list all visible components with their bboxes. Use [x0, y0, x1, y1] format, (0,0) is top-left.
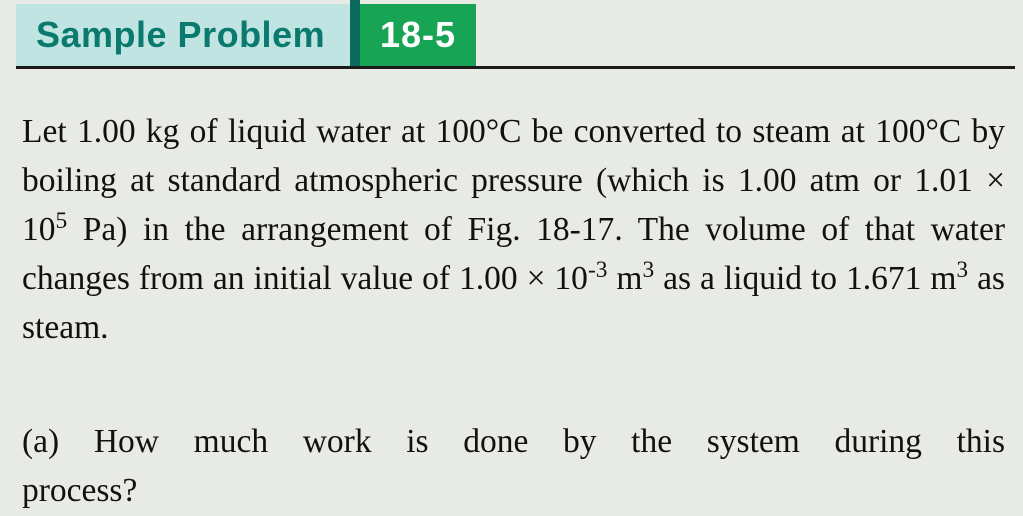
text: as a liquid to — [654, 260, 846, 297]
question-line1: How much work is done by the system duri… — [59, 423, 1005, 460]
sample-problem-label: Sample Problem — [36, 14, 325, 56]
text: kg of — [136, 113, 228, 150]
header-divider-bar — [350, 0, 360, 66]
cube-exp-1: 3 — [642, 257, 654, 283]
mass-value: 1.00 — [77, 113, 136, 150]
temp-value: 100 — [435, 113, 485, 150]
problem-statement: Let 1.00 kg of liquid water at 100°C be … — [22, 108, 1005, 353]
problem-header: Sample Problem 18-5 — [0, 0, 1023, 78]
vol-initial-exp: -3 — [588, 257, 608, 283]
text: Pa) in the arrangement of — [67, 211, 467, 248]
pressure-atm: 1.00 — [738, 162, 797, 199]
temp-value-2: 100 — [875, 113, 925, 150]
text: °C be converted to steam at — [486, 113, 876, 150]
text: × 10 — [518, 260, 588, 297]
text: m — [607, 260, 642, 297]
problem-number-box: 18-5 — [360, 4, 476, 66]
text: m — [921, 260, 956, 297]
pressure-pa-coef: 1.01 — [914, 162, 973, 199]
part-label: (a) — [22, 423, 59, 460]
problem-number: 18-5 — [380, 14, 456, 56]
text: at — [391, 113, 436, 150]
header-rule — [16, 66, 1015, 69]
text: atm or — [796, 162, 914, 199]
substance: liquid water — [228, 113, 391, 150]
vol-final: 1.671 — [846, 260, 921, 297]
cube-exp-2: 3 — [956, 257, 968, 283]
question-part-a: (a) How much work is done by the system … — [22, 418, 1005, 516]
vol-initial-coef: 1.00 — [459, 260, 518, 297]
figure-ref: Fig. 18-17 — [468, 211, 615, 248]
text: Let — [22, 113, 77, 150]
sample-problem-label-box: Sample Problem — [16, 4, 350, 66]
pressure-pa-exp: 5 — [56, 208, 68, 234]
question-line2: process? — [22, 472, 137, 509]
